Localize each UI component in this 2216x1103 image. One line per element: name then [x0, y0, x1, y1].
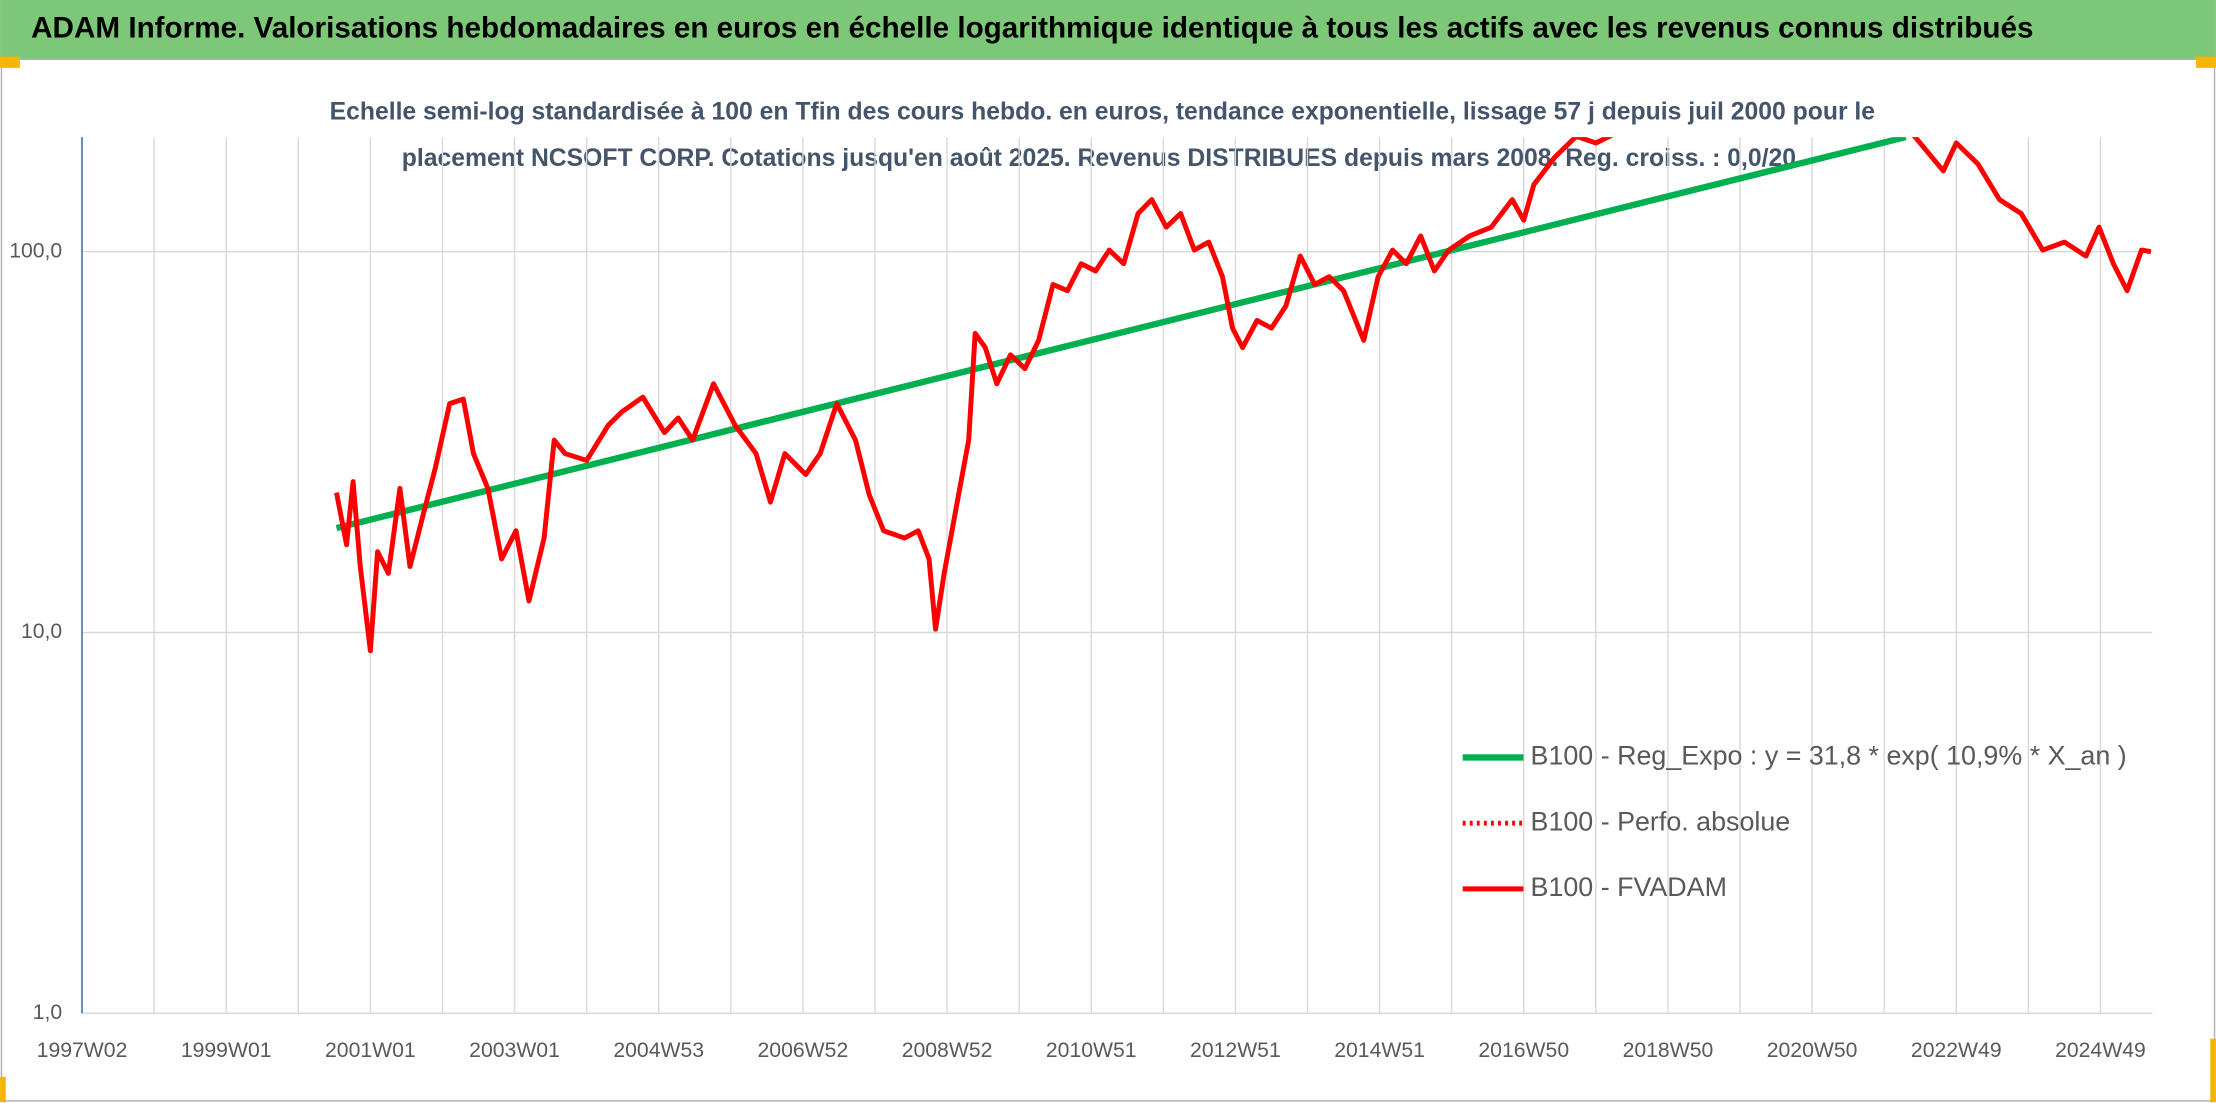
chart-subtitle: placement NCSOFT CORP. Cotations jusqu'e… — [402, 145, 1803, 172]
x-tick-label: 2008W52 — [902, 1039, 993, 1062]
frame — [0, 58, 2216, 1102]
grid — [81, 137, 2153, 1014]
x-tick-label: 2016W50 — [1478, 1039, 1569, 1062]
x-tick-label: 2018W50 — [1623, 1039, 1714, 1062]
x-tick-label: 2012W51 — [1190, 1039, 1281, 1062]
legend-label: B100 - Perfo. absolue — [1531, 806, 1791, 836]
chart-subtitle: Echelle semi-log standardisée à 100 en T… — [330, 99, 1875, 126]
x-tick-label: 2020W50 — [1767, 1039, 1858, 1062]
corner — [2196, 56, 2216, 68]
x-tick-label: 1997W02 — [37, 1039, 128, 1062]
corner — [0, 1076, 6, 1103]
x-tick-label: 2014W51 — [1334, 1039, 1425, 1062]
y-tick-label: 10,0 — [21, 620, 62, 643]
x-tick-label: 2003W01 — [469, 1039, 560, 1062]
x-tick-label: 2004W53 — [613, 1039, 704, 1062]
title-bar — [0, 0, 2216, 60]
legend-label: B100 - FVADAM — [1531, 872, 1727, 902]
corner — [2210, 1038, 2216, 1103]
plot-area — [334, 137, 2152, 654]
x-tick-label: 2006W52 — [758, 1039, 849, 1062]
legend-label: B100 - Reg_Expo : y = 31,8 * exp( 10,9% … — [1531, 741, 2127, 771]
x-tick-label: 1999W01 — [181, 1039, 272, 1062]
series-line — [335, 137, 1907, 532]
x-tick-label: 2024W49 — [2055, 1039, 2146, 1062]
corner — [0, 56, 20, 68]
y-tick-label: 100,0 — [9, 239, 62, 262]
x-tick-label: 2022W49 — [1911, 1039, 2002, 1062]
series-line — [334, 137, 2152, 654]
y-tick-label: 1,0 — [33, 1001, 62, 1024]
x-tick-label: 2010W51 — [1046, 1039, 1137, 1062]
x-tick-label: 2001W01 — [325, 1039, 416, 1062]
chart-title: ADAM Informe. Valorisations hebdomadaire… — [31, 12, 2033, 45]
